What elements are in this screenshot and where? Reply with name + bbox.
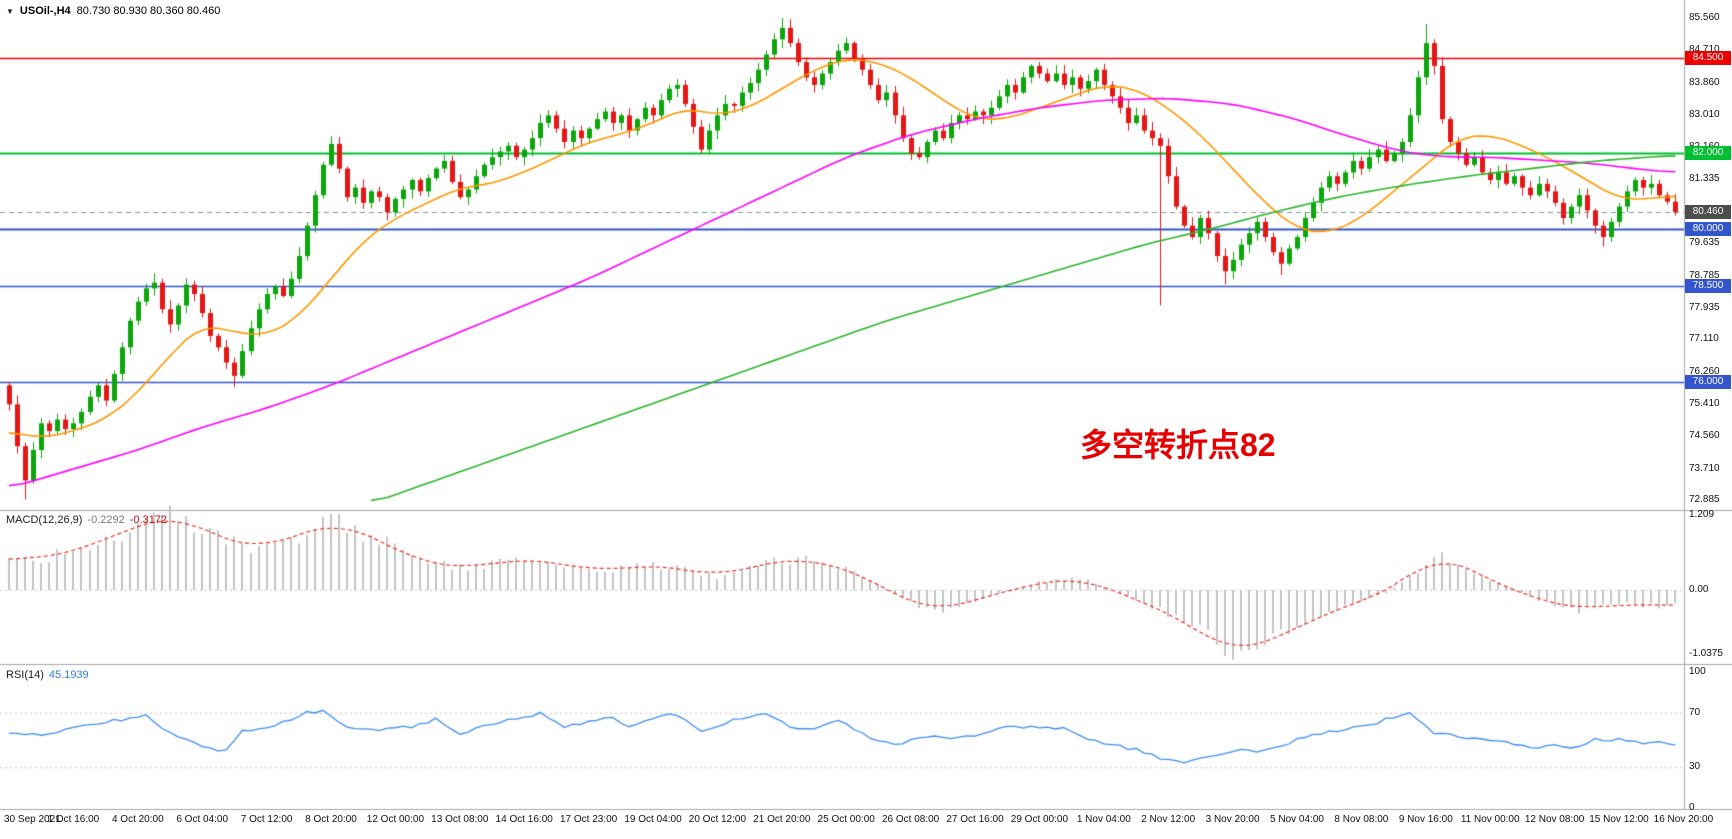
date-label: 14 Oct 16:00 xyxy=(495,814,553,825)
price-level-badge: 76.000 xyxy=(1685,374,1731,389)
price-axis-label: 76.260 xyxy=(1689,365,1720,377)
rsi-axis-label: 70 xyxy=(1689,706,1701,718)
rsi-axis-label: 30 xyxy=(1689,761,1701,773)
price-axis-label: 85.560 xyxy=(1689,12,1720,23)
date-label: 26 Oct 08:00 xyxy=(881,814,940,825)
date-label: 8 Oct 20:00 xyxy=(305,814,357,825)
date-label: 20 Oct 12:00 xyxy=(688,814,747,825)
chevron-down-icon[interactable]: ▼ xyxy=(6,6,14,16)
date-label: 7 Oct 12:00 xyxy=(240,814,293,825)
date-label: 21 Oct 20:00 xyxy=(753,814,811,825)
date-label: 13 Oct 08:00 xyxy=(431,814,489,825)
ohlc-values: 80.730 80.930 80.360 80.460 xyxy=(76,5,221,17)
macd-indicator-label: MACD(12,26,9) -0.2292 -0.3172 xyxy=(6,514,167,526)
price-level-badge: 82.000 xyxy=(1685,146,1731,161)
price-axis-label: 83.860 xyxy=(1689,76,1720,88)
annotation-text: 多空转折点82 xyxy=(1080,427,1276,463)
price-axis-label: 81.335 xyxy=(1689,172,1720,184)
macd-main-value: -0.2292 xyxy=(87,514,125,526)
current-price-badge: 80.460 xyxy=(1685,204,1731,219)
date-label: 12 Oct 00:00 xyxy=(366,814,425,825)
price-axis-label: 72.885 xyxy=(1689,494,1720,505)
price-axis-label: 73.710 xyxy=(1689,462,1720,474)
price-axis-label: 77.110 xyxy=(1689,333,1719,345)
price-axis-label: 77.935 xyxy=(1689,301,1720,313)
date-label: 15 Nov 12:00 xyxy=(1589,814,1649,825)
chart-header: ▼ USOil-,H4 80.730 80.930 80.360 80.460 xyxy=(6,5,220,17)
price-axis-label: 75.410 xyxy=(1689,397,1720,409)
rsi-axis-label: 100 xyxy=(1689,666,1706,677)
date-label: 25 Oct 00:00 xyxy=(817,814,875,825)
date-label: 17 Oct 23:00 xyxy=(559,814,618,825)
date-label: 16 Nov 20:00 xyxy=(1653,814,1714,825)
date-label: 1 Oct 16:00 xyxy=(47,814,100,825)
price-axis-label: 78.785 xyxy=(1689,269,1720,281)
macd-axis-label: 1.209 xyxy=(1689,509,1715,521)
date-label: 1 Nov 04:00 xyxy=(1076,814,1131,825)
date-label: 5 Nov 04:00 xyxy=(1270,814,1324,825)
date-label: 6 Oct 04:00 xyxy=(176,814,229,825)
symbol-timeframe-label: USOil-,H4 xyxy=(19,5,71,17)
macd-axis-label: -1.0375 xyxy=(1689,648,1723,660)
price-level-badge: 80.000 xyxy=(1685,222,1731,237)
date-label: 12 Nov 08:00 xyxy=(1524,814,1585,825)
macd-name: MACD(12,26,9) xyxy=(6,514,83,526)
date-label: 11 Nov 00:00 xyxy=(1460,814,1520,825)
rsi-indicator-label: RSI(14) 45.1939 xyxy=(6,669,89,681)
price-level-badge: 78.500 xyxy=(1685,279,1731,294)
date-label: 8 Nov 08:00 xyxy=(1334,814,1389,825)
macd-signal-value: -0.3172 xyxy=(129,514,168,526)
date-label: 19 Oct 04:00 xyxy=(624,814,682,825)
price-level-badge: 84.500 xyxy=(1685,51,1731,66)
price-axis-label: 84.710 xyxy=(1689,44,1720,56)
date-label: 29 Oct 00:00 xyxy=(1010,814,1069,825)
date-label: 4 Oct 20:00 xyxy=(111,814,164,825)
price-axis-label: 74.560 xyxy=(1689,430,1720,442)
rsi-name: RSI(14) xyxy=(6,669,44,681)
date-label: 3 Nov 20:00 xyxy=(1205,814,1260,825)
date-label: 9 Nov 16:00 xyxy=(1398,814,1453,825)
rsi-axis-label: 0 xyxy=(1689,802,1695,813)
rsi-value: 45.1939 xyxy=(48,669,89,681)
price-axis-label: 83.010 xyxy=(1689,108,1720,120)
date-label: 30 Sep 2021 xyxy=(4,814,61,825)
price-axis-label: 79.635 xyxy=(1689,237,1720,249)
macd-axis-label: 0.00 xyxy=(1689,584,1709,595)
date-label: 27 Oct 16:00 xyxy=(946,814,1004,825)
date-label: 2 Nov 12:00 xyxy=(1141,814,1196,825)
